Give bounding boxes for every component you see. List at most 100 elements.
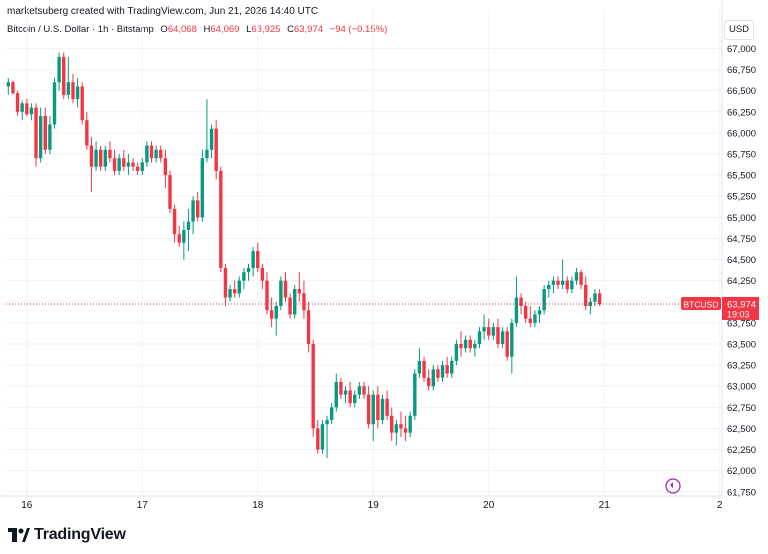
- candle-body-up: [482, 327, 486, 332]
- candle-body-up: [510, 322, 514, 357]
- candle-body-up: [38, 116, 43, 159]
- candle-body-up: [200, 158, 205, 218]
- candle-body-up: [66, 82, 71, 95]
- close-label: C: [287, 24, 294, 35]
- candle-body-up: [103, 149, 108, 167]
- candle-body-up: [343, 390, 348, 395]
- chart-grid: [0, 0, 723, 497]
- y-tick-label: 62,750: [727, 403, 756, 414]
- symbol-tag-label: BTCUSD: [684, 299, 719, 309]
- replay-icon: [665, 478, 681, 494]
- candle-body-down: [177, 234, 181, 243]
- x-tick-label: 18: [252, 500, 264, 511]
- y-tick-label: 64,500: [727, 255, 756, 266]
- candle-body-down: [122, 158, 126, 167]
- y-tick-label: 65,750: [727, 150, 756, 161]
- candle-body-down: [584, 284, 588, 306]
- candle-body-down: [487, 327, 491, 336]
- candle-body-down: [422, 360, 426, 378]
- candle-body-up: [237, 280, 241, 294]
- candle-body-down: [362, 386, 366, 395]
- candle-body-up: [191, 200, 195, 222]
- x-tick-label: 16: [21, 500, 33, 511]
- tradingview-logo: TradingView: [8, 525, 126, 545]
- high-value: 64,069: [210, 24, 240, 35]
- candle-body-up: [52, 82, 57, 125]
- replay-icon-ring: [665, 478, 681, 494]
- candle-body-down: [163, 158, 168, 176]
- candle-body-up: [246, 268, 251, 273]
- candle-body-up: [94, 149, 98, 167]
- close-value: 63,974: [293, 24, 324, 35]
- symbol-description: Bitcoin / U.S. Dollar · 1h · Bitstamp: [7, 24, 154, 35]
- time-axis: 16 17 18 19 20 21 2: [21, 500, 723, 511]
- candle-body-down: [459, 344, 463, 349]
- candle-body-down: [297, 289, 302, 294]
- candle-body-down: [80, 86, 84, 121]
- y-tick-label: 66,500: [727, 86, 756, 97]
- candle-body-down: [436, 369, 440, 378]
- candle-body-down: [25, 103, 29, 115]
- candle-body-up: [186, 221, 191, 230]
- candle-body-up: [408, 415, 412, 433]
- candles-layer: [6, 52, 602, 458]
- y-tick-label: 66,000: [727, 128, 756, 139]
- chart-credit: marketsuberg created with TradingView.co…: [7, 6, 319, 17]
- candle-body-down: [366, 394, 371, 425]
- candle-body-up: [57, 56, 61, 83]
- y-tick-label: 62,250: [727, 445, 756, 456]
- y-tick-label: 63,750: [727, 318, 756, 329]
- candle-body-up: [329, 407, 334, 420]
- candle-body-down: [565, 280, 569, 290]
- replay-icon-arrow: [670, 482, 673, 488]
- y-tick-label: 62,500: [727, 424, 756, 435]
- candle-body-down: [523, 306, 528, 319]
- candle-body-up: [560, 280, 565, 285]
- x-tick-label: 21: [599, 500, 611, 511]
- candle-body-down: [108, 149, 112, 159]
- candle-body-up: [251, 251, 255, 268]
- open-label: O: [160, 24, 168, 35]
- candle-body-up: [431, 369, 435, 387]
- symbol-tag: [681, 296, 721, 310]
- candle-body-down: [89, 145, 94, 167]
- candle-body-up: [357, 386, 362, 395]
- currency-button[interactable]: USD: [724, 20, 754, 40]
- candle-body-down: [131, 162, 135, 167]
- candle-body-down: [519, 297, 523, 306]
- candle-body-down: [316, 428, 320, 450]
- candle-body-down: [256, 251, 260, 268]
- y-tick-label: 66,750: [727, 65, 756, 76]
- candle-body-down: [232, 289, 237, 294]
- candle-body-down: [348, 390, 352, 404]
- candle-body-down: [135, 166, 140, 171]
- candle-body-up: [413, 373, 417, 416]
- candle-body-up: [570, 280, 574, 290]
- candle-body-down: [283, 280, 288, 298]
- candle-body-up: [473, 344, 477, 349]
- candle-body-up: [450, 360, 454, 374]
- candle-body-up: [454, 344, 459, 361]
- candle-body-up: [477, 331, 482, 344]
- candle-body-up: [417, 360, 422, 374]
- candle-body-up: [274, 306, 278, 319]
- chart-legend: Bitcoin / U.S. Dollar · 1h · Bitstamp O6…: [7, 24, 387, 35]
- candle-body-down: [149, 145, 154, 159]
- candle-body-up: [320, 424, 325, 450]
- y-tick-label: 64,750: [727, 234, 756, 245]
- low-value: 63,925: [251, 24, 281, 35]
- candle-body-down: [597, 293, 602, 304]
- candle-body-up: [547, 284, 551, 290]
- candle-body-down: [62, 56, 66, 95]
- x-tick-label: 17: [137, 500, 149, 511]
- candle-body-up: [126, 162, 131, 167]
- candle-body-down: [98, 149, 103, 167]
- candle-body-up: [205, 149, 209, 159]
- open-value: 64,068: [167, 24, 197, 35]
- candle-body-down: [505, 331, 509, 357]
- candle-body-up: [6, 82, 11, 87]
- candle-body-down: [385, 398, 389, 416]
- candle-body-up: [228, 289, 232, 298]
- candle-body-up: [491, 327, 496, 336]
